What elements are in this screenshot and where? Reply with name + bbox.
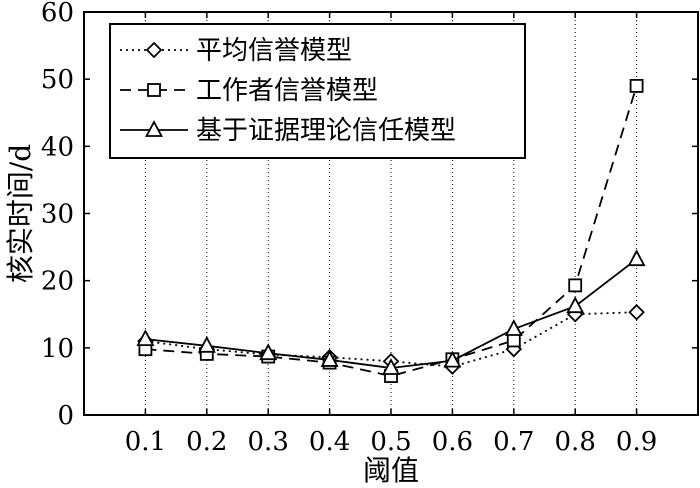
data-point-diamond bbox=[628, 303, 645, 321]
data-point-triangle bbox=[320, 350, 339, 367]
y-axis-label: 核实时间/d bbox=[4, 144, 37, 283]
y-tick-label: 40 bbox=[41, 132, 74, 162]
legend-marker-diamond bbox=[145, 41, 163, 59]
data-point-triangle bbox=[381, 358, 401, 375]
legend-box bbox=[109, 23, 526, 159]
legend-label: 平均信誉模型 bbox=[196, 36, 352, 66]
data-point-triangle bbox=[627, 249, 646, 267]
legend-label: 基于证据理论信任模型 bbox=[196, 116, 456, 146]
legend-marker-triangle bbox=[144, 120, 164, 137]
legend-label: 工作者信誉模型 bbox=[196, 76, 378, 106]
series-layer bbox=[136, 78, 646, 383]
series-line bbox=[145, 258, 638, 369]
x-tick-label: 0.3 bbox=[248, 427, 289, 457]
data-point-triangle bbox=[504, 319, 523, 336]
series-triangle bbox=[136, 249, 646, 375]
y-tick-label: 60 bbox=[41, 0, 74, 28]
ticks: 0.1 0.2 0.3 0.4 0.5 0.6 0.7 0.8 0.9 0 10 20 30 40 50 60 bbox=[41, 0, 698, 457]
data-point-triangle bbox=[197, 335, 216, 353]
x-tick-label: 0.4 bbox=[309, 427, 350, 457]
y-tick-label: 0 bbox=[57, 401, 74, 431]
y-tick-label: 20 bbox=[41, 267, 74, 297]
x-tick-label: 0.7 bbox=[493, 427, 534, 457]
x-tick-label: 0.9 bbox=[616, 427, 657, 457]
x-tick-label: 0.8 bbox=[555, 427, 596, 457]
y-tick-label: 30 bbox=[41, 200, 74, 230]
x-axis-label: 阈值 bbox=[363, 454, 419, 487]
series-line bbox=[145, 85, 638, 377]
x-tick-label: 0.6 bbox=[432, 427, 473, 457]
data-point-triangle bbox=[443, 350, 462, 368]
legend-marker-square bbox=[147, 83, 161, 97]
data-point-triangle bbox=[566, 296, 585, 314]
x-tick-label: 0.2 bbox=[186, 427, 227, 457]
y-tick-label: 10 bbox=[41, 334, 74, 364]
data-point-square bbox=[629, 78, 644, 93]
data-point-triangle bbox=[259, 343, 278, 361]
x-tick-label: 0.1 bbox=[125, 427, 166, 457]
data-point-triangle bbox=[136, 329, 155, 347]
x-tick-label: 0.5 bbox=[370, 427, 411, 457]
data-point-square bbox=[568, 278, 583, 293]
data-point-square bbox=[506, 333, 521, 348]
y-tick-label: 50 bbox=[41, 65, 74, 95]
